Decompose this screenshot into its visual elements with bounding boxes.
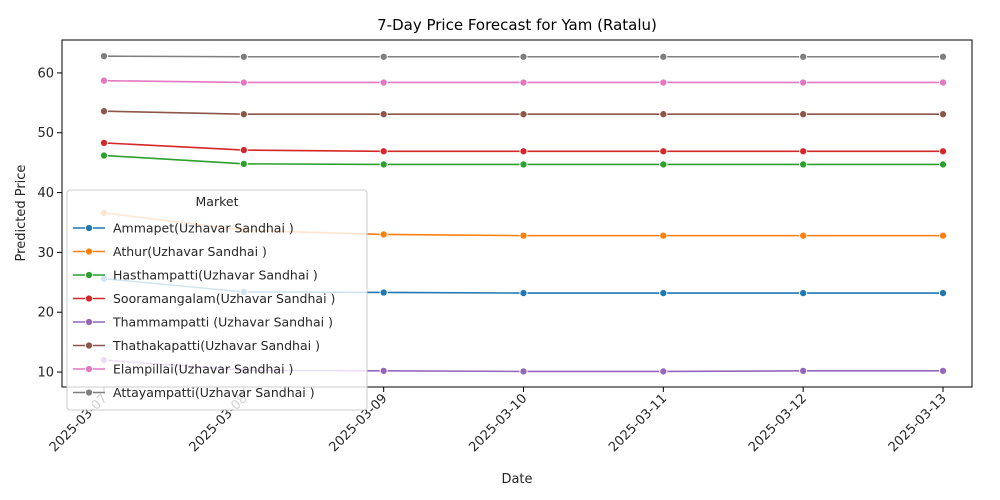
- legend-marker: [84, 294, 94, 303]
- legend-marker: [84, 388, 94, 397]
- y-tick-label: 60: [37, 66, 54, 81]
- legend: Market Ammapet(Uzhavar Sandhai ) Athur(Uzh…: [66, 189, 368, 411]
- series-3: [99, 151, 948, 169]
- data-point: [938, 289, 948, 298]
- data-point: [938, 78, 948, 87]
- series-6: [99, 107, 948, 119]
- data-point: [379, 78, 388, 87]
- data-point: [938, 52, 948, 61]
- legend-item: Athur(Uzhavar Sandhai ): [73, 244, 267, 259]
- data-point: [519, 160, 528, 169]
- legend-item: Thammampatti (Uzhavar Sandhai ): [73, 315, 333, 330]
- data-point: [239, 52, 248, 61]
- legend-label: Thammampatti (Uzhavar Sandhai ): [112, 315, 333, 330]
- legend-item: Hasthampatti(Uzhavar Sandhai ): [73, 268, 318, 283]
- data-point: [659, 289, 668, 298]
- data-point: [938, 110, 948, 119]
- legend-marker: [84, 341, 94, 350]
- legend-item: Thathakapatti(Uzhavar Sandhai ): [73, 338, 320, 353]
- data-point: [659, 147, 668, 156]
- legend-marker: [84, 223, 94, 233]
- data-point: [519, 147, 528, 156]
- data-point: [379, 110, 388, 119]
- data-point: [519, 78, 528, 87]
- data-point: [519, 289, 528, 298]
- y-tick-label: 10: [37, 366, 54, 381]
- data-point: [799, 147, 808, 156]
- data-point: [379, 366, 388, 375]
- series-8: [99, 52, 948, 61]
- legend-marker: [84, 317, 94, 327]
- data-point: [799, 52, 808, 61]
- data-point: [659, 52, 668, 61]
- x-axis-label: Date: [501, 472, 532, 487]
- legend-label: Sooramangalam(Uzhavar Sandhai ): [113, 291, 335, 306]
- data-point: [379, 288, 388, 297]
- x-tick-label: 2025-03-12: [746, 391, 810, 455]
- series-4: [99, 138, 948, 156]
- legend-label: Attayampatti(Uzhavar Sandhai ): [113, 385, 315, 400]
- y-tick-label: 20: [37, 306, 54, 321]
- data-point: [379, 52, 388, 61]
- data-point: [379, 147, 388, 156]
- data-point: [239, 110, 248, 119]
- data-point: [379, 160, 388, 169]
- x-tick-label: 2025-03-10: [466, 391, 530, 455]
- y-tick-label: 40: [37, 186, 54, 201]
- legend-label: Hasthampatti(Uzhavar Sandhai ): [113, 268, 318, 283]
- data-point: [659, 231, 668, 240]
- data-point: [99, 138, 109, 147]
- data-point: [659, 78, 668, 87]
- legend-label: Athur(Uzhavar Sandhai ): [113, 244, 267, 259]
- x-tick-label: 2025-03-11: [606, 391, 670, 455]
- data-point: [799, 78, 808, 87]
- data-point: [659, 160, 668, 169]
- data-point: [938, 147, 948, 156]
- plot-frame: [61, 39, 973, 388]
- data-point: [519, 231, 528, 240]
- data-point: [799, 231, 808, 240]
- data-point: [239, 146, 248, 155]
- data-point: [799, 289, 808, 298]
- data-point: [99, 76, 109, 85]
- y-tick-label: 30: [37, 246, 54, 261]
- legend-label: Ammapet(Uzhavar Sandhai ): [113, 221, 294, 236]
- data-point: [659, 367, 668, 376]
- legend-label: Elampillai(Uzhavar Sandhai ): [113, 362, 293, 377]
- data-point: [659, 110, 668, 119]
- data-point: [239, 159, 248, 168]
- legend-marker: [84, 270, 94, 280]
- data-point: [519, 367, 528, 376]
- legend-title: Market: [196, 194, 239, 209]
- data-point: [799, 110, 808, 119]
- x-tick-label: 2025-03-13: [886, 391, 950, 455]
- chart-title: 7-Day Price Forecast for Yam (Ratalu): [377, 16, 657, 34]
- legend-marker: [84, 364, 94, 374]
- y-tick-label: 50: [37, 126, 54, 141]
- data-point: [938, 366, 948, 375]
- legend-item: Attayampatti(Uzhavar Sandhai ): [73, 385, 315, 400]
- data-point: [519, 52, 528, 61]
- legend-item: Elampillai(Uzhavar Sandhai ): [73, 362, 293, 377]
- legend-label: Thathakapatti(Uzhavar Sandhai ): [112, 338, 320, 353]
- data-point: [799, 366, 808, 375]
- data-point: [938, 160, 948, 169]
- data-point: [379, 230, 388, 239]
- data-point: [99, 107, 109, 116]
- data-point: [519, 110, 528, 119]
- data-point: [99, 151, 109, 160]
- legend-box: [66, 189, 368, 411]
- series-7: [99, 76, 948, 87]
- legend-item: Sooramangalam(Uzhavar Sandhai ): [73, 291, 335, 306]
- y-axis-label: Predicted Price: [14, 165, 29, 262]
- data-point: [799, 160, 808, 169]
- data-point: [239, 78, 248, 87]
- y-axis: 10 20 30 40 50 60: [37, 66, 62, 381]
- data-point: [99, 52, 109, 61]
- legend-marker: [84, 247, 94, 256]
- data-point: [938, 231, 948, 240]
- legend-item: Ammapet(Uzhavar Sandhai ): [73, 221, 294, 236]
